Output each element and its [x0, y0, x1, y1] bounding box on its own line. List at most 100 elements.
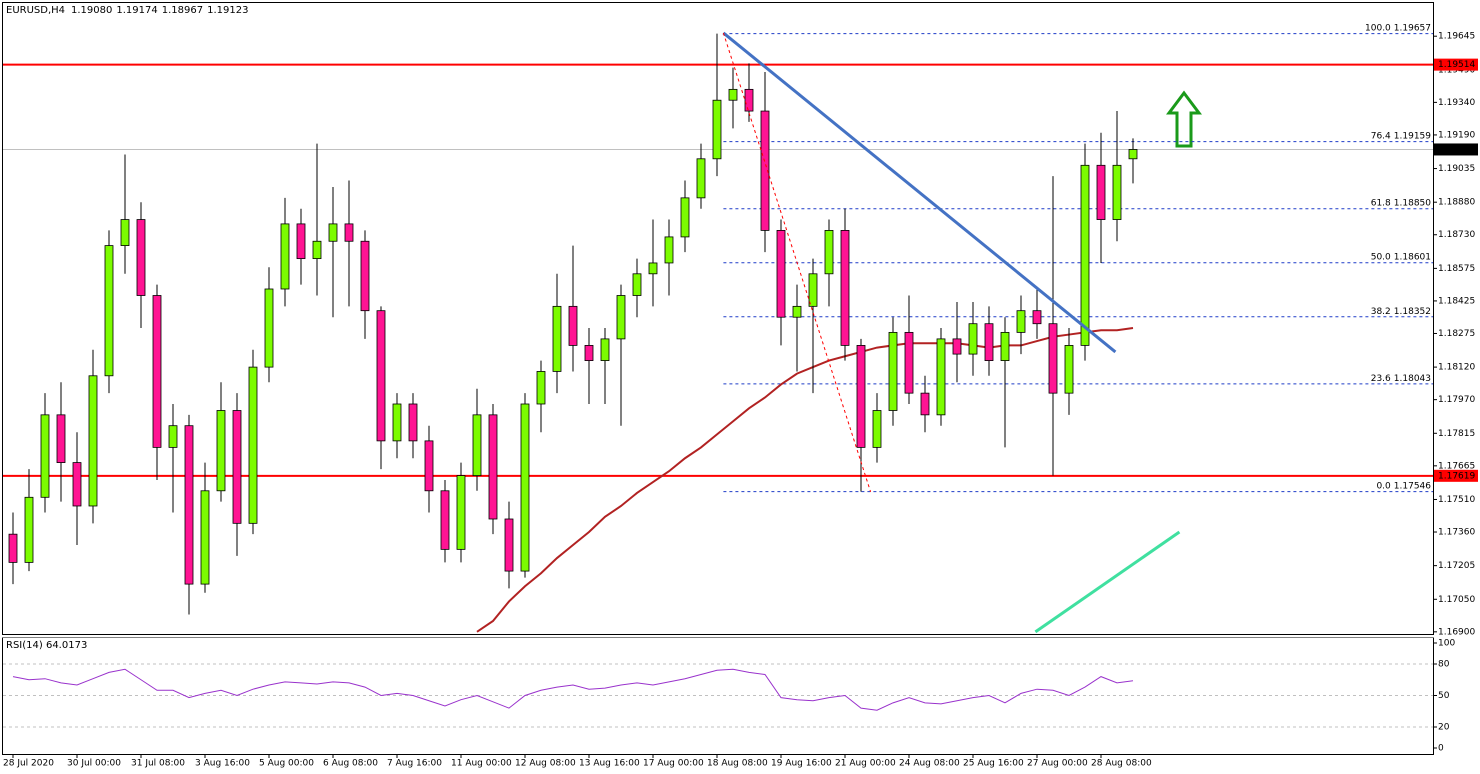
candle-body — [312, 240, 322, 260]
candle-body — [1000, 331, 1010, 361]
candle-body — [280, 223, 290, 290]
candle-body — [904, 331, 914, 394]
y-tick-label: 1.17665 — [1438, 461, 1475, 471]
candle-body — [232, 410, 242, 524]
candle-body — [632, 273, 642, 296]
candle-body — [744, 88, 754, 112]
candle-body — [88, 375, 98, 507]
candle-body — [1096, 164, 1106, 220]
candle-body — [520, 403, 530, 572]
candle-body — [200, 490, 210, 585]
candle-body — [456, 475, 466, 550]
candle-body — [104, 245, 114, 377]
fib-price: 1.18850 — [1394, 198, 1431, 208]
price-box — [1434, 143, 1478, 156]
y-tick-label: 1.17050 — [1438, 595, 1475, 605]
candle-body — [24, 496, 34, 563]
candle-body — [424, 440, 434, 492]
candle-body — [1032, 310, 1042, 325]
fib-label: 0.0 1.17546 — [1376, 481, 1431, 491]
y-tick-label: 1.17510 — [1438, 495, 1475, 505]
candle-body — [328, 223, 338, 242]
candle-body — [1080, 164, 1090, 346]
y-tick-label: 1.19035 — [1438, 164, 1475, 174]
candle-body — [408, 403, 418, 442]
low-label: 1.18967 — [162, 5, 203, 16]
x-tick-label: 31 Jul 08:00 — [131, 759, 185, 769]
x-tick-label: 25 Aug 16:00 — [963, 759, 1024, 769]
candle-body — [584, 345, 594, 361]
x-tick-label: 28 Aug 08:00 — [1091, 759, 1152, 769]
fib-price: 1.17546 — [1394, 481, 1431, 491]
price-box — [1434, 58, 1478, 71]
candle-body — [616, 295, 626, 340]
y-tick-label: 1.19340 — [1438, 98, 1475, 108]
fib-level: 100.0 — [1365, 23, 1391, 33]
candle-body — [248, 366, 258, 524]
rsi-tick-label: 80 — [1438, 660, 1450, 670]
y-tick-label: 1.17815 — [1438, 429, 1475, 439]
candle-body — [296, 223, 306, 260]
price-box-label: 1.19514 — [1438, 60, 1475, 70]
candle-body — [696, 158, 706, 199]
x-tick-label: 21 Aug 00:00 — [835, 759, 896, 769]
fib-price: 1.19657 — [1394, 23, 1431, 33]
y-tick-label: 1.18120 — [1438, 363, 1475, 373]
candle-body — [120, 219, 130, 246]
open-label: 1.19080 — [71, 5, 112, 16]
candle-body — [8, 533, 18, 563]
candle-body — [1048, 323, 1058, 394]
candle-body — [760, 110, 770, 231]
candle-body — [920, 392, 930, 416]
fib-price: 1.19159 — [1394, 131, 1431, 141]
x-tick-label: 7 Aug 16:00 — [387, 759, 442, 769]
candle-body — [952, 338, 962, 355]
x-tick-label: 30 Jul 00:00 — [67, 759, 121, 769]
x-tick-label: 24 Aug 08:00 — [899, 759, 960, 769]
candle-body — [1112, 164, 1122, 220]
candle-body — [888, 331, 898, 411]
candle-body — [264, 288, 274, 368]
candle-body — [72, 462, 82, 507]
y-tick-label: 1.19645 — [1438, 32, 1475, 42]
candle-body — [936, 338, 946, 416]
candle-body — [712, 99, 722, 160]
header: EURUSD,H4 1.19080 1.19174 1.18967 1.19123 — [6, 5, 248, 16]
rsi-line — [12, 668, 1134, 711]
candle-body — [40, 414, 50, 498]
fib-level: 61.8 — [1371, 198, 1391, 208]
fib-label: 100.0 1.19657 — [1365, 23, 1431, 33]
candle-body — [216, 410, 226, 492]
x-tick-label: 18 Aug 08:00 — [707, 759, 768, 769]
candle-body — [968, 323, 978, 355]
y-tick-label: 1.18730 — [1438, 230, 1475, 240]
fib-level: 76.4 — [1371, 131, 1391, 141]
trendline — [1034, 530, 1181, 634]
high-label: 1.19174 — [116, 5, 157, 16]
candle-body — [1016, 310, 1026, 333]
candle-body — [680, 197, 690, 238]
fib-level: 23.6 — [1371, 373, 1391, 383]
candle-body — [168, 425, 178, 448]
fib-label: 38.2 1.18352 — [1371, 306, 1431, 316]
candle-body — [552, 305, 562, 372]
y-tick-label: 1.18425 — [1438, 296, 1475, 306]
y-tick-label: 1.18575 — [1438, 264, 1475, 274]
candle-body — [728, 88, 738, 101]
close-label: 1.19123 — [207, 5, 248, 16]
candle-body — [568, 305, 578, 346]
price-box-label: 1.19123 — [1438, 145, 1475, 155]
y-tick-label: 1.17205 — [1438, 561, 1475, 571]
candle-body — [488, 414, 498, 520]
rsi-title: RSI(14) 64.0173 — [6, 640, 87, 651]
up-arrow — [1166, 90, 1202, 148]
fib-label: 50.0 1.18601 — [1371, 252, 1431, 262]
candle-body — [440, 490, 450, 550]
rsi-tick-label: 50 — [1438, 691, 1450, 701]
x-tick-label: 13 Aug 16:00 — [579, 759, 640, 769]
trendline — [722, 32, 872, 493]
candle-body — [136, 219, 146, 296]
y-tick-label: 1.16900 — [1438, 627, 1475, 637]
candle-body — [504, 518, 514, 572]
